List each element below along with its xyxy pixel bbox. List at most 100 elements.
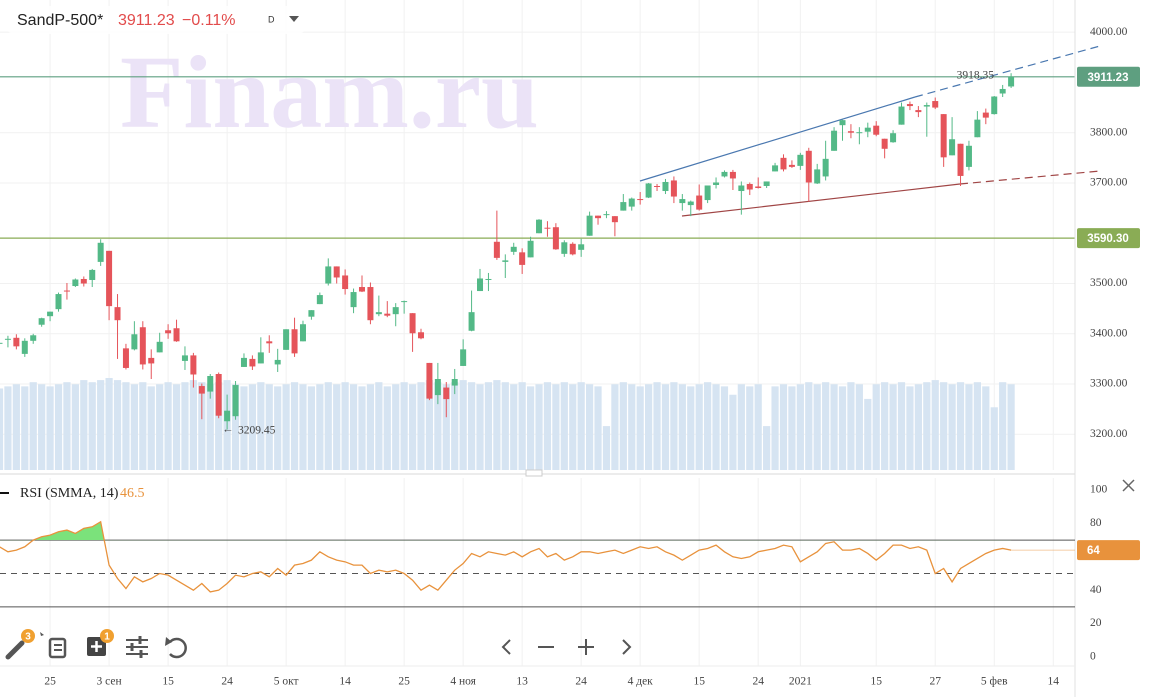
candle-body [805,150,812,183]
volume-bar [653,382,661,470]
volume-bar [333,384,341,470]
draw-tool[interactable]: 3 [5,629,44,660]
candle-body [797,154,804,166]
rsi-badge-label: 64 [1087,545,1100,557]
volume-bar [80,380,88,470]
list-icon[interactable] [48,637,67,659]
volume-bar [366,384,375,470]
candle-body [502,260,509,262]
candle-body [325,266,332,284]
candle-body [729,171,736,179]
settings-tool[interactable] [126,636,148,658]
volume-bar [164,382,172,470]
candle-body [738,185,745,192]
watermark: Finam.ru [120,35,539,150]
volume [0,378,1015,470]
trendline-upper-ext [914,45,1101,98]
volume-bar [71,384,79,470]
volume-bar [594,386,602,470]
x-tick-label: 2021 [789,676,812,688]
x-tick-label: 15 [693,676,705,688]
volume-bar [754,384,762,470]
volume-bar [358,386,366,470]
volume-bar [510,384,518,470]
close-icon[interactable] [1122,479,1135,492]
dropdown-arrow[interactable] [289,16,299,22]
candle-body [38,318,45,325]
candle-body [788,164,795,167]
candle-body [409,313,416,334]
volume-bar [172,384,181,470]
candle-body [839,120,846,126]
candle-body [847,131,854,133]
volume-bar [113,380,122,470]
candle-body [468,312,475,331]
axes: 25 3 сен 15 24 5 окт 14 25 4 ноя 13 24 4 дек 15 24 20… [44,26,1127,688]
volume-bar [687,386,695,470]
y-tick-label: 3200.00 [1090,428,1128,440]
volume-bar [147,386,155,470]
volume-bar [274,386,282,470]
candle-body [772,165,779,172]
undo-tool[interactable] [165,637,187,659]
interval[interactable]: D [268,14,275,24]
volume-bar [889,384,897,470]
pencil-icon[interactable] [5,640,25,660]
volume-bar [881,382,889,470]
candle-body [232,385,239,417]
candle-body [299,324,306,342]
toolbar: 3 1 [5,629,632,660]
volume-bar [720,386,729,470]
volume-bar [990,407,998,470]
badge [21,629,35,643]
candle-body [999,88,1006,94]
candle-body [21,340,28,354]
candle-body [13,337,20,347]
candle-body [873,125,880,135]
list-tool[interactable] [48,637,67,659]
volume-bar [645,384,653,470]
candle-body [519,252,526,265]
volume-bar [122,382,130,470]
close-indicator[interactable] [1122,479,1135,492]
level-label: 3911.23 [1088,72,1129,84]
undo-icon[interactable] [169,637,187,659]
scroll-right[interactable] [622,639,632,655]
candle-body [831,130,838,151]
candle-body [131,334,138,350]
candle-body [55,294,62,310]
candle-body [190,355,197,375]
candle-body [460,349,467,366]
candle-body [527,240,534,258]
x-tick-label: 25 [398,676,410,688]
resize-handle[interactable] [525,469,543,477]
undo-arrow [165,637,172,646]
volume-bar [484,382,493,470]
scroll-left[interactable] [501,639,511,655]
candle-body [333,266,340,278]
candle-body [696,195,703,210]
candle-body [1008,76,1015,87]
candle-body [713,182,720,185]
volume-bar [290,382,299,470]
x-tick-label: 15 [162,676,174,688]
candle-body [485,278,492,280]
candle-body [165,330,172,334]
volume-bar [434,382,442,470]
candle-body [47,311,54,317]
volume-bar [349,384,358,470]
candle-body [97,242,104,262]
x-tick-label: 4 дек [628,676,654,688]
indicator-tool[interactable]: 1 [87,629,114,656]
candle-body [957,143,964,176]
candle-body [198,386,205,394]
candle-body [814,169,821,184]
volume-bar [105,378,113,470]
level-label: 3590.30 [1087,233,1129,245]
volume-bar [198,382,206,470]
volume-bar [982,386,990,470]
candle-body [106,250,113,307]
candle-body [578,244,585,250]
